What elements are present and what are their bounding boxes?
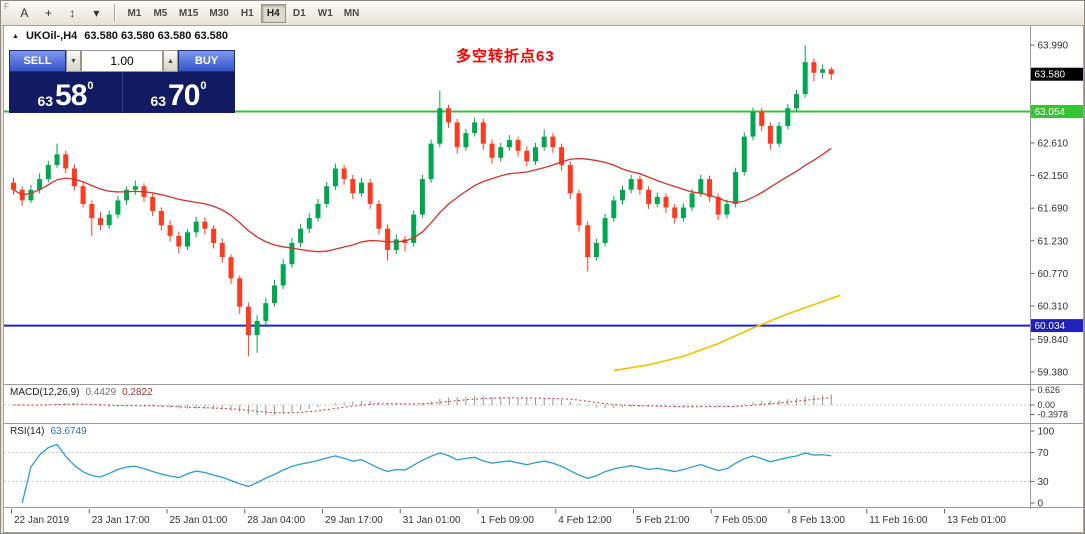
- ohlc-values: 63.580 63.580 63.580 63.580: [84, 30, 229, 42]
- price-scale[interactable]: 63.990 62.610 62.150 61.690 61.230 60.770 60.3…: [1030, 41, 1069, 379]
- ma-slow-line: [613, 294, 841, 372]
- pane-separator[interactable]: [4, 384, 1083, 386]
- sell-button[interactable]: SELL: [9, 50, 66, 72]
- svg-text:28 Jan 04:00: 28 Jan 04:00: [247, 515, 305, 526]
- timeframe-m5[interactable]: M5: [153, 7, 168, 19]
- timeframe-d1[interactable]: D1: [292, 7, 306, 19]
- macd-signal-value: 0.2822: [122, 387, 153, 398]
- trade-prices-row: 63 58 0 63 70 0: [9, 72, 235, 113]
- timeframe-h1[interactable]: H1: [240, 7, 254, 19]
- buy-price-prefix: 63: [150, 93, 167, 109]
- pane-separator[interactable]: [4, 507, 1083, 509]
- svg-text:29 Jan 17:00: 29 Jan 17:00: [325, 515, 383, 526]
- svg-text:60.770: 60.770: [1038, 269, 1069, 280]
- annotation-text[interactable]: 多空转折点63: [456, 48, 555, 65]
- svg-text:4 Feb 12:00: 4 Feb 12:00: [558, 515, 612, 526]
- timeframe-m30[interactable]: M30: [209, 7, 229, 19]
- macd-histogram: [21, 394, 832, 416]
- tools-dropdown-icon[interactable]: ▾: [93, 6, 100, 20]
- svg-text:61.690: 61.690: [1038, 204, 1069, 215]
- rsi-name: RSI(14): [10, 426, 45, 437]
- chart-canvas[interactable]: 63.990 62.610 62.150 61.690 61.230 60.770 60.3…: [4, 26, 1083, 532]
- trade-controls-row: SELL ▼ 1.00 ▲ BUY: [9, 50, 235, 72]
- collapse-icon[interactable]: ▲: [12, 32, 19, 40]
- svg-text:0.626: 0.626: [1038, 385, 1061, 395]
- svg-text:25 Jan 01:00: 25 Jan 01:00: [170, 515, 228, 526]
- pane-separator[interactable]: [4, 423, 1083, 425]
- volume-decrease-button[interactable]: ▼: [66, 50, 81, 72]
- ma-fast-line: [13, 147, 832, 253]
- svg-text:7 Feb 05:00: 7 Feb 05:00: [714, 515, 768, 526]
- current-price-label: 63.580: [1031, 67, 1083, 81]
- svg-text:31 Jan 01:00: 31 Jan 01:00: [403, 515, 461, 526]
- svg-text:100: 100: [1038, 427, 1055, 438]
- rsi-line: [21, 443, 832, 504]
- text-tool-icon[interactable]: A: [20, 6, 29, 20]
- buy-price-display[interactable]: 63 70 0: [122, 72, 235, 113]
- price-line-labels: 63.054 60.034: [1031, 104, 1083, 333]
- macd-label: MACD(12,26,9) 0.4429 0.2822: [10, 387, 153, 398]
- svg-text:0.00: 0.00: [1038, 400, 1056, 410]
- rsi-levels: [4, 452, 1031, 482]
- svg-text:8 Feb 13:00: 8 Feb 13:00: [792, 515, 846, 526]
- buy-price-sup: 0: [200, 80, 207, 92]
- toolbar-separator: [113, 4, 116, 22]
- svg-text:-0.3978: -0.3978: [1038, 410, 1069, 420]
- volume-input[interactable]: 1.00: [81, 50, 163, 72]
- svg-text:59.840: 59.840: [1038, 335, 1069, 346]
- symbol-name: UKOil-,H4: [25, 30, 78, 42]
- buy-button[interactable]: BUY: [178, 50, 235, 72]
- svg-text:60.034: 60.034: [1035, 321, 1066, 332]
- svg-text:22 Jan 2019: 22 Jan 2019: [14, 515, 69, 526]
- timeframe-h4[interactable]: H4: [260, 3, 286, 23]
- svg-text:59.380: 59.380: [1038, 367, 1069, 378]
- macd-main-value: 0.4429: [85, 387, 117, 398]
- chart-symbol-header: ▲ UKOil-,H4 63.580 63.580 63.580 63.580: [12, 30, 228, 42]
- macd-scale[interactable]: 0.626 0.00-0.3978: [1030, 385, 1069, 420]
- svg-text:13 Feb 01:00: 13 Feb 01:00: [947, 515, 1006, 526]
- sell-price-display[interactable]: 63 58 0: [9, 72, 122, 113]
- timeframe-mn[interactable]: MN: [343, 7, 360, 19]
- sell-price-prefix: 63: [37, 93, 54, 109]
- svg-text:5 Feb 21:00: 5 Feb 21:00: [636, 515, 690, 526]
- candlesticks: [11, 45, 834, 357]
- svg-text:61.230: 61.230: [1038, 236, 1069, 247]
- cursor-tool-icon[interactable]: ↕: [69, 6, 76, 20]
- svg-text:70: 70: [1038, 448, 1050, 459]
- svg-text:62.610: 62.610: [1038, 138, 1069, 149]
- macd-name: MACD(12,26,9): [10, 387, 80, 398]
- sell-price-sup: 0: [87, 80, 94, 92]
- toolbar-tools: A + ↕ ▾: [13, 3, 108, 23]
- timeframe-m1[interactable]: M1: [127, 7, 142, 19]
- rsi-value: 63.6749: [50, 426, 87, 437]
- rsi-scale[interactable]: 100 70 30 0: [1030, 427, 1055, 510]
- svg-text:11 Feb 16:00: 11 Feb 16:00: [869, 515, 928, 526]
- svg-text:63.990: 63.990: [1038, 41, 1069, 52]
- svg-text:30: 30: [1038, 477, 1050, 488]
- rsi-label: RSI(14) 63.6749: [10, 426, 87, 437]
- svg-text:0: 0: [1038, 499, 1044, 510]
- crosshair-tool-icon[interactable]: +: [44, 6, 52, 20]
- timeframe-buttons: M1 M5 M15 M30 H1 H4 D1 W1 MN: [122, 3, 364, 23]
- toolbar: F A + ↕ ▾ M1 M5 M15 M30 H1 H4 D1 W1 MN: [1, 1, 1084, 26]
- timeframe-m15[interactable]: M15: [178, 7, 199, 19]
- svg-text:60.310: 60.310: [1038, 302, 1069, 313]
- timeframe-w1[interactable]: W1: [317, 7, 333, 19]
- toolbar-handle[interactable]: F: [4, 2, 9, 11]
- svg-text:1 Feb 09:00: 1 Feb 09:00: [481, 515, 535, 526]
- time-scale[interactable]: 22 Jan 2019 23 Jan 17:00 25 Jan 01:00 28 Ja…: [11, 509, 1007, 526]
- svg-text:63.580: 63.580: [1035, 70, 1066, 81]
- volume-increase-button[interactable]: ▲: [163, 50, 178, 72]
- svg-text:23 Jan 17:00: 23 Jan 17:00: [92, 515, 150, 526]
- one-click-trading-panel: SELL ▼ 1.00 ▲ BUY 63 58 0 63 70 0: [9, 50, 235, 113]
- svg-text:62.150: 62.150: [1038, 171, 1069, 182]
- chart-panel: 63.990 62.610 62.150 61.690 61.230 60.770 60.3…: [3, 25, 1084, 533]
- sell-price-big: 58: [55, 79, 87, 112]
- svg-text:63.054: 63.054: [1035, 107, 1066, 118]
- macd-signal-line: [13, 397, 832, 414]
- buy-price-big: 70: [168, 79, 200, 112]
